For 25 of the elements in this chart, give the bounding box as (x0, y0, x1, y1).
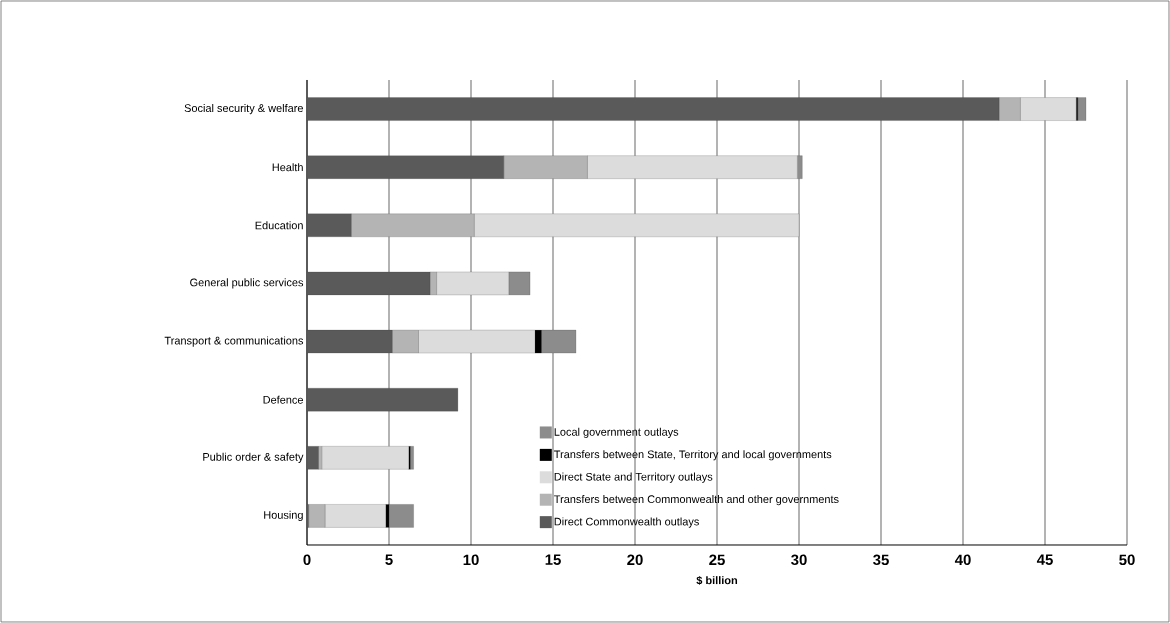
y-tick-label: Defence (263, 395, 303, 404)
y-tick-label: Public order & safety (203, 452, 304, 463)
y-tick-label: Education (255, 221, 303, 230)
y-tick-label: General public services (190, 278, 304, 289)
legend-label: Transfers between Commonwealth and other governments (554, 495, 839, 506)
y-tick-label: Health (272, 163, 303, 172)
x-tick-label: 15 (545, 554, 561, 565)
x-tick-label: 5 (385, 554, 393, 565)
x-tick-label: 25 (709, 554, 725, 566)
x-tick-label: 20 (627, 554, 643, 566)
x-tick-label: 45 (1036, 554, 1053, 565)
x-tick-label: 0 (303, 554, 311, 566)
x-tick-label: 35 (873, 554, 889, 566)
y-tick-label: Housing (264, 510, 303, 522)
legend-label: Direct State and Territory outlays (554, 472, 713, 483)
legend-label: Direct Commonwealth outlays (554, 517, 699, 528)
y-tick-label: Transport & communications (164, 336, 304, 347)
legend-label: Transfers between State, Territory and local governments (554, 450, 832, 461)
y-tick-label: Social security & welfare (184, 103, 303, 115)
x-tick-label: 50 (1119, 554, 1135, 566)
legend-label: Local government outlays (554, 427, 679, 438)
x-axis-title: $ billion (696, 575, 738, 585)
x-tick-label: 40 (954, 554, 971, 566)
x-tick-label: 30 (791, 554, 807, 566)
x-tick-label: 10 (463, 554, 479, 566)
